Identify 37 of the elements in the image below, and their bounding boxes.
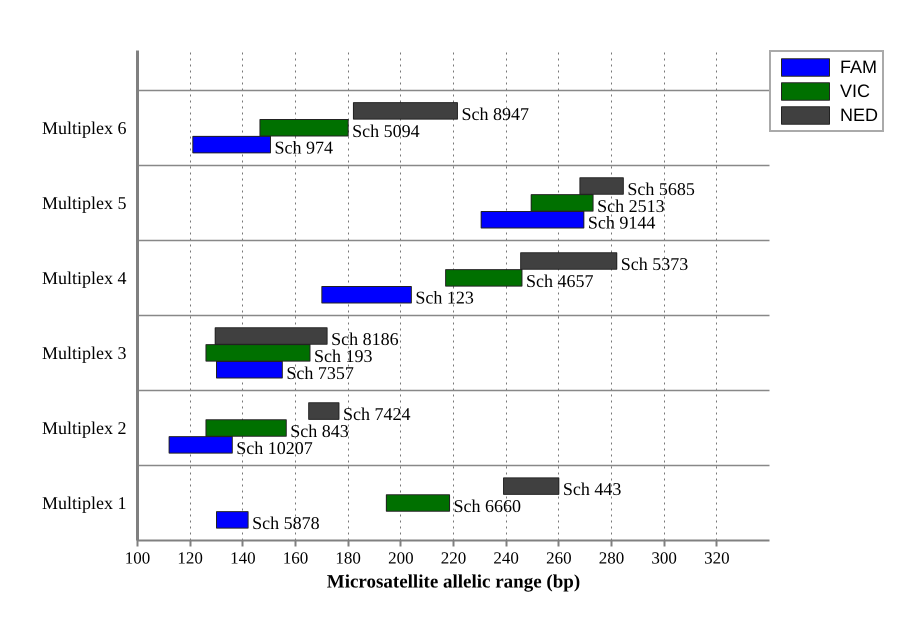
x-tick-label: 160 <box>282 548 308 568</box>
bar <box>352 102 458 120</box>
bar <box>308 402 340 420</box>
data-label: Sch 443 <box>562 479 622 500</box>
data-label: Sch 5373 <box>620 254 688 274</box>
x-tick-label: 220 <box>440 548 466 568</box>
x-tick-label: 120 <box>177 548 203 568</box>
data-label: Sch 6660 <box>454 496 522 516</box>
x-tick-label: 200 <box>388 548 414 568</box>
y-tick-label: Multiplex 5 <box>42 192 126 213</box>
x-tick-label: 280 <box>598 548 624 568</box>
x-tick-label: 300 <box>651 548 677 568</box>
x-tick-label: 100 <box>124 548 150 568</box>
data-label: Sch 5094 <box>352 120 420 141</box>
y-tick-label: Multiplex 1 <box>42 492 126 513</box>
legend-label: NED <box>840 104 878 126</box>
data-label: Sch 974 <box>274 138 333 158</box>
legend-label: VIC <box>840 80 870 102</box>
bar <box>321 286 412 304</box>
x-axis-title: Microsatellite allelic range (bp) <box>326 572 580 592</box>
data-label: Sch 8947 <box>461 104 529 124</box>
bar <box>216 511 249 529</box>
x-tick-label: 320 <box>704 548 730 568</box>
y-tick-label: Multiplex 2 <box>42 418 126 438</box>
legend-label: FAM <box>840 56 878 78</box>
x-tick-label: 140 <box>230 548 256 568</box>
y-tick-label: Multiplex 4 <box>42 268 126 288</box>
bar <box>386 494 450 512</box>
bar <box>503 477 560 495</box>
y-tick-label: Multiplex 3 <box>42 342 126 363</box>
x-tick-label: 260 <box>546 548 572 568</box>
data-label: Sch 123 <box>415 288 474 308</box>
y-tick-label: Multiplex 6 <box>42 118 126 138</box>
data-label: Sch 5878 <box>252 512 320 533</box>
data-label: Sch 4657 <box>526 270 594 291</box>
x-tick-label: 240 <box>493 548 519 568</box>
x-tick-label: 180 <box>335 548 361 568</box>
